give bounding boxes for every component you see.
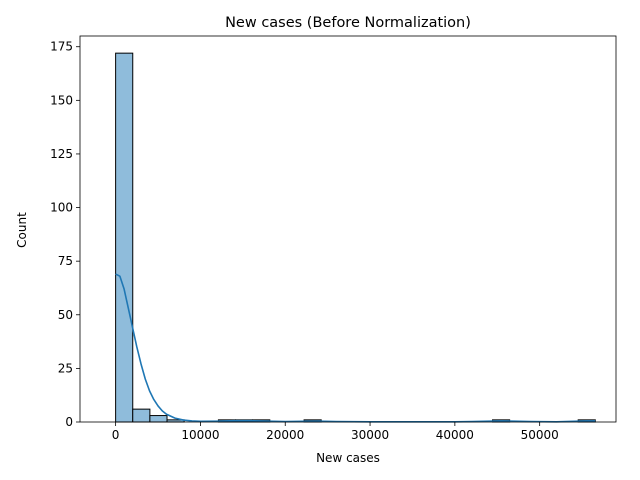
x-tick-label: 40000 xyxy=(436,428,474,442)
x-tick-label: 30000 xyxy=(351,428,389,442)
y-tick-label: 125 xyxy=(50,147,73,161)
histogram-bar-0 xyxy=(115,52,134,423)
y-tick-label: 25 xyxy=(58,361,73,375)
y-tick-label: 100 xyxy=(50,201,73,215)
histogram-bars xyxy=(115,52,596,423)
x-tick-label: 50000 xyxy=(521,428,559,442)
y-axis-label: Count xyxy=(15,212,29,248)
kde-layer xyxy=(115,273,596,423)
y-axis-ticks: 0 25 50 75 100 125 150 175 xyxy=(50,40,80,429)
y-tick-label: 150 xyxy=(50,93,73,107)
y-tick-label: 0 xyxy=(65,415,73,429)
y-tick-label: 50 xyxy=(58,308,73,322)
y-tick-label: 75 xyxy=(58,254,73,268)
x-tick-label: 10000 xyxy=(181,428,219,442)
chart-title: New cases (Before Normalization) xyxy=(225,15,471,31)
x-axis-label: New cases xyxy=(316,451,380,465)
x-tick-label: 20000 xyxy=(266,428,304,442)
y-tick-label: 175 xyxy=(50,40,73,54)
x-tick-label: 0 xyxy=(112,428,120,442)
plot-frame xyxy=(79,35,617,423)
kde-line xyxy=(115,273,596,423)
histogram-bar-2 xyxy=(149,415,168,423)
x-axis-ticks: 0 10000 20000 30000 40000 50000 xyxy=(112,422,559,442)
histogram-bar-1 xyxy=(132,408,151,423)
